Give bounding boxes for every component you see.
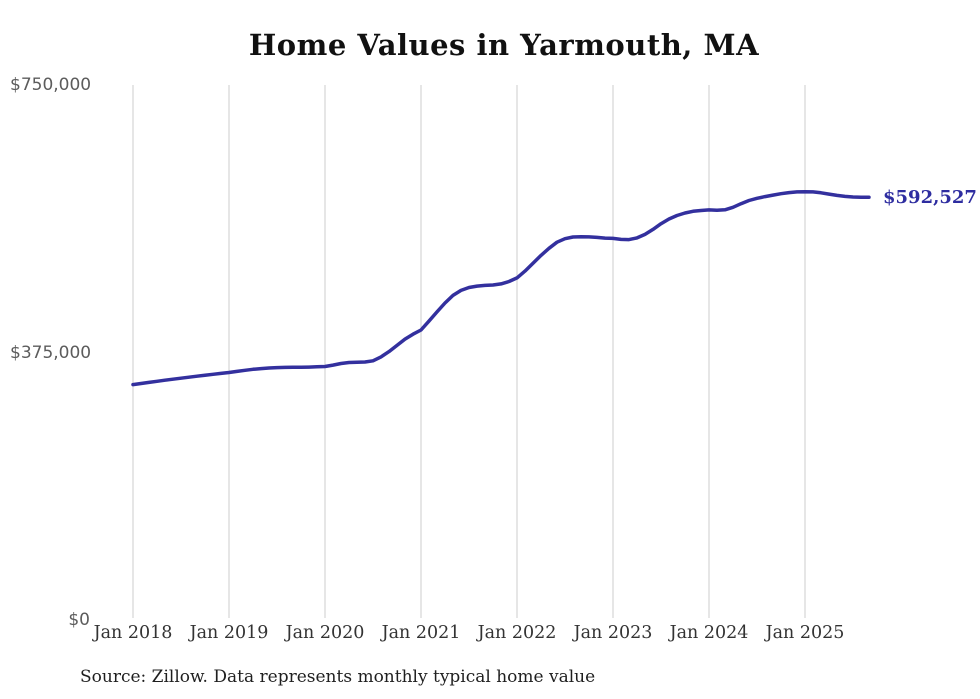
y-tick-label: $750,000 <box>10 75 92 95</box>
x-tick-label: Jan 2024 <box>669 623 749 643</box>
x-tick-label: Jan 2022 <box>477 623 557 643</box>
source-note: Source: Zillow. Data represents monthly … <box>80 667 596 687</box>
end-value-label: $592,527 <box>883 187 977 209</box>
x-tick-label: Jan 2018 <box>93 623 173 643</box>
x-tick-label: Jan 2023 <box>573 623 653 643</box>
y-tick-label: $0 <box>68 610 90 630</box>
x-tick-label: Jan 2019 <box>189 623 269 643</box>
x-tick-label: Jan 2025 <box>765 623 845 643</box>
y-tick-label: $375,000 <box>10 342 92 363</box>
chart-title: Home Values in Yarmouth, MA <box>248 28 760 62</box>
x-tick-label: Jan 2021 <box>381 623 461 643</box>
x-tick-label: Jan 2020 <box>285 623 365 643</box>
home-value-line <box>131 189 871 387</box>
